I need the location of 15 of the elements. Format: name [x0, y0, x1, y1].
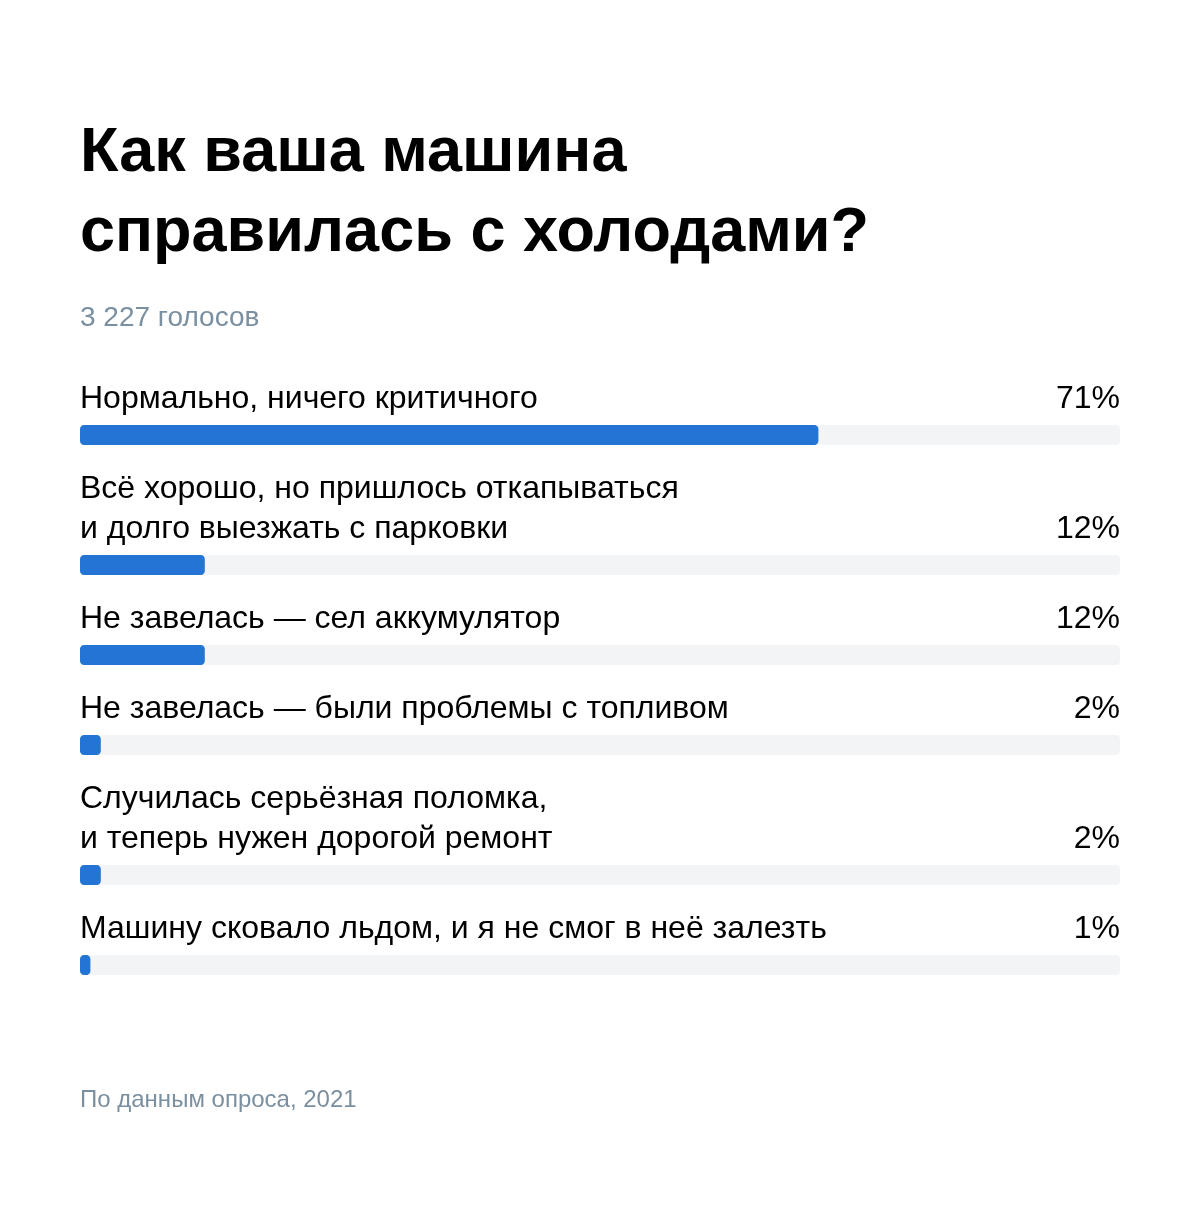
data-label: 1% — [1073, 909, 1120, 945]
data-label: 2% — [1073, 819, 1120, 855]
data-label: 71% — [1055, 379, 1120, 415]
chart-subtitle: 3 227 голосов — [80, 301, 260, 332]
y-tick-label: Случилась серьёзная поломка, и теперь нужен дорогой ремонт — [80, 779, 553, 855]
y-tick-label: Нормально, ничего критичного — [80, 379, 538, 415]
y-tick-label: Не завелась — сел аккумулятор — [80, 599, 561, 635]
text: По данным опроса, 2021 — [80, 1085, 357, 1112]
data-label: 12% — [1055, 509, 1120, 545]
y-tick-label: Не завелась — были проблемы с топливом — [80, 689, 729, 725]
data-label: 12% — [1055, 599, 1120, 635]
y-tick-label: Машину сковало льдом, и я не смог в неё залезть — [80, 909, 827, 945]
chart-title: Как ваша машина справилась с холодами? — [80, 114, 870, 264]
data-label: 2% — [1073, 689, 1120, 725]
y-tick-label: Всё хорошо, но пришлось откапываться и долго выезжать с парковки — [80, 469, 679, 545]
